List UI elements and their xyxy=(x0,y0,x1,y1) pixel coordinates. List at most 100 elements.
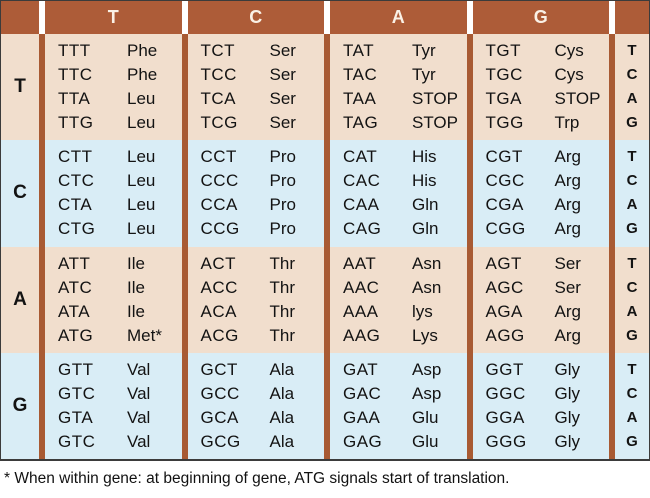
codon-cell-GG: GGT Gly GGC Gly GGA Gly GGG Gly xyxy=(472,352,610,459)
first-base-label-T: T xyxy=(1,34,39,141)
codon-text: GAC xyxy=(343,383,382,403)
amino-acid-text: Ala xyxy=(269,383,295,403)
amino-acid-text: Cys xyxy=(554,65,584,85)
codon-entry-CTA: CTA Leu xyxy=(45,193,182,217)
amino-acid-text: Gly xyxy=(554,359,581,379)
codon-entry-GGA: GGA Gly xyxy=(473,406,610,430)
codon-text: ATG xyxy=(58,325,94,345)
amino-acid-text: Leu xyxy=(127,89,156,109)
codon-text: GTC xyxy=(58,383,96,403)
codon-entry-GTC: GTC Val xyxy=(45,382,182,406)
codon-entry-CAA: CAA Gln xyxy=(330,193,467,217)
codon-entry-GAG: GAG Glu xyxy=(330,430,467,454)
codon-text: AGG xyxy=(485,325,525,345)
codon-entry-GGC: GGC Gly xyxy=(473,382,610,406)
codon-row-T: T TTT Phe TTC Phe TTA Leu TTG Leu TCT Ser TCC Ser TCA… xyxy=(1,34,649,141)
codon-text: ACG xyxy=(200,325,239,345)
first-base-label-A: A xyxy=(1,246,39,353)
amino-acid-text: Thr xyxy=(269,301,296,321)
codon-entry-AGC: AGC Ser xyxy=(473,276,610,300)
amino-acid-text: Phe xyxy=(127,65,158,85)
codon-entry-CTG: CTG Leu xyxy=(45,217,182,241)
codon-text: GGT xyxy=(485,359,524,379)
amino-acid-text: Arg xyxy=(554,171,581,191)
codon-text: TGG xyxy=(485,113,524,133)
codon-text: AAC xyxy=(343,277,380,297)
header-corner-right xyxy=(615,1,649,34)
codon-entry-TTA: TTA Leu xyxy=(45,87,182,111)
third-base-letter-T: T xyxy=(627,148,637,166)
amino-acid-text: His xyxy=(412,171,437,191)
amino-acid-text: Ser xyxy=(269,41,296,61)
codon-row-A: A ATT Ile ATC Ile ATA Ile ATG Met* ACT Thr ACC Thr AC… xyxy=(1,246,649,353)
third-base-letter-G: G xyxy=(626,220,638,238)
amino-acid-text: Gln xyxy=(412,195,439,215)
codon-text: ATT xyxy=(58,253,91,273)
codon-entry-AAA: AAA lys xyxy=(330,300,467,324)
codon-entry-ATA: ATA Ile xyxy=(45,300,182,324)
amino-acid-text: Glu xyxy=(412,407,439,427)
second-base-header-row: T C A G xyxy=(1,1,649,34)
third-base-letter-C: C xyxy=(626,384,638,402)
codon-entry-CCC: CCC Pro xyxy=(188,169,325,193)
codon-text: TAG xyxy=(343,113,379,133)
codon-cell-GA: GAT Asp GAC Asp GAA Glu GAG Glu xyxy=(330,352,467,459)
codon-text: CCC xyxy=(200,171,239,191)
amino-acid-text: lys xyxy=(412,301,433,321)
codon-entry-ATC: ATC Ile xyxy=(45,276,182,300)
codon-entry-GCC: GCC Ala xyxy=(188,382,325,406)
amino-acid-text: Met* xyxy=(127,325,162,345)
codon-entry-TGC: TGC Cys xyxy=(473,63,610,87)
codon-text: TTG xyxy=(58,113,94,133)
codon-entry-TCG: TCG Ser xyxy=(188,111,325,135)
amino-acid-text: Tyr xyxy=(412,41,436,61)
codon-entry-ACT: ACT Thr xyxy=(188,252,325,276)
amino-acid-text: Ala xyxy=(269,431,295,451)
amino-acid-text: Thr xyxy=(269,253,296,273)
codon-entry-TGG: TGG Trp xyxy=(473,111,610,135)
codon-entry-CGT: CGT Arg xyxy=(473,145,610,169)
amino-acid-text: Arg xyxy=(554,301,581,321)
amino-acid-text: Val xyxy=(127,383,151,403)
third-base-letter-A: A xyxy=(626,90,638,108)
codon-text: CGA xyxy=(485,195,524,215)
codon-entry-CTT: CTT Leu xyxy=(45,145,182,169)
codon-text: TCG xyxy=(200,113,238,133)
codon-entry-TAC: TAC Tyr xyxy=(330,63,467,87)
amino-acid-text: Asp xyxy=(412,359,442,379)
codon-entry-GCG: GCG Ala xyxy=(188,430,325,454)
codon-text: TCT xyxy=(200,41,236,61)
codon-entry-TTG: TTG Leu xyxy=(45,111,182,135)
codon-entry-CGA: CGA Arg xyxy=(473,193,610,217)
amino-acid-text: Val xyxy=(127,359,151,379)
amino-acid-text: Gly xyxy=(554,431,581,451)
codon-text: CGG xyxy=(485,219,526,239)
codon-entry-TTC: TTC Phe xyxy=(45,63,182,87)
first-base-label-C: C xyxy=(1,140,39,247)
amino-acid-text: Val xyxy=(127,431,151,451)
codon-text: GCA xyxy=(200,407,239,427)
codon-text: TAT xyxy=(343,41,375,61)
amino-acid-text: Cys xyxy=(554,41,584,61)
codon-cell-TA: TAT Tyr TAC Tyr TAA STOP TAG STOP xyxy=(330,34,467,141)
codon-entry-GAA: GAA Glu xyxy=(330,406,467,430)
codon-text: ACC xyxy=(200,277,238,297)
amino-acid-text: Gln xyxy=(412,219,439,239)
codon-text: GAA xyxy=(343,407,381,427)
codon-entry-ACG: ACG Thr xyxy=(188,324,325,348)
amino-acid-text: Leu xyxy=(127,195,156,215)
codon-text: AAG xyxy=(343,325,381,345)
codon-text: GAG xyxy=(343,431,383,451)
codon-text: CAA xyxy=(343,195,380,215)
amino-acid-text: Leu xyxy=(127,113,156,133)
amino-acid-text: Ser xyxy=(269,113,296,133)
codon-entry-AGT: AGT Ser xyxy=(473,252,610,276)
codon-text: TTC xyxy=(58,65,93,85)
codon-entry-CCA: CCA Pro xyxy=(188,193,325,217)
codon-text: ACA xyxy=(200,301,237,321)
amino-acid-text: Thr xyxy=(269,277,296,297)
amino-acid-text: Gly xyxy=(554,407,581,427)
amino-acid-text: Lys xyxy=(412,325,438,345)
